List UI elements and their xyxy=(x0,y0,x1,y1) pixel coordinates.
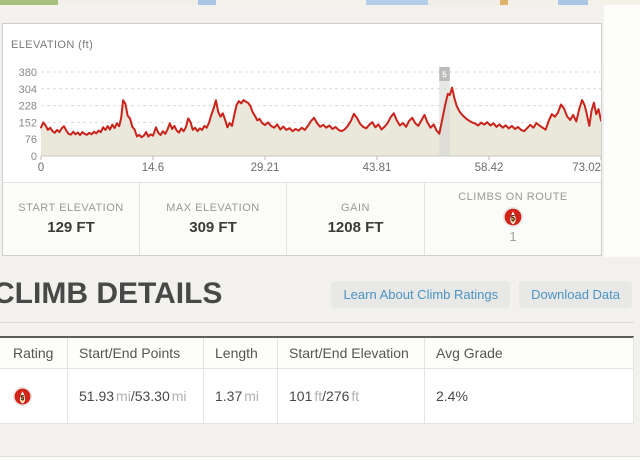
map-land-patch xyxy=(58,0,198,5)
table-header-row: Rating Start/End Points Length Start/End… xyxy=(0,338,633,369)
elev-end-unit: ft xyxy=(351,388,360,404)
col-header-avg-grade: Avg Grade xyxy=(424,338,633,368)
climb-category-badge-icon: 5 xyxy=(425,207,601,227)
map-water-patch xyxy=(366,0,428,5)
svg-text:0: 0 xyxy=(31,151,37,163)
map-edge-strip xyxy=(0,0,640,5)
avg-grade-value: 2.4% xyxy=(436,388,468,404)
length-unit: mi xyxy=(244,388,260,404)
stat-max-elevation: MAX ELEVATION 309 FT xyxy=(139,183,286,255)
map-land-patch xyxy=(216,0,366,5)
svg-text:152: 152 xyxy=(19,117,37,129)
stat-label: GAIN xyxy=(341,202,370,214)
right-gutter xyxy=(604,5,640,257)
stat-label: MAX ELEVATION xyxy=(166,202,260,214)
svg-text:380: 380 xyxy=(19,67,37,79)
stat-value: 309 FT xyxy=(189,219,237,236)
svg-text:5: 5 xyxy=(20,393,24,402)
climb-table-row[interactable]: 5 51.93 mi/53.30 mi 1.37 mi 101 ft/276 ft 2.4… xyxy=(0,369,633,424)
svg-text:0: 0 xyxy=(38,162,44,174)
svg-text:58.42: 58.42 xyxy=(475,162,504,174)
avg-grade-cell: 2.4% xyxy=(424,369,633,423)
svg-text:14.6: 14.6 xyxy=(142,162,164,174)
rating-cell: 5 xyxy=(0,369,67,423)
elev-start: 101 xyxy=(289,388,313,404)
svg-text:5: 5 xyxy=(442,71,447,80)
map-green-patch xyxy=(0,0,58,5)
route-stats-row: START ELEVATION 129 FT MAX ELEVATION 309… xyxy=(3,182,601,255)
elevation-panel: 380 304 228 152 76 0 5 0 14.6 29.21 43.81 58.42 73.0… xyxy=(2,23,602,256)
bottom-edge xyxy=(0,456,640,460)
download-data-button[interactable]: Download Data xyxy=(519,281,632,308)
elev-separator: / xyxy=(322,388,327,404)
stat-label: START ELEVATION xyxy=(18,202,124,214)
svg-text:43.81: 43.81 xyxy=(363,162,392,174)
length-cell: 1.37 mi xyxy=(203,369,277,423)
elevation-profile-chart[interactable]: 380 304 228 152 76 0 5 0 14.6 29.21 43.81 58.42 73.0… xyxy=(3,24,601,176)
elev-end: 276 xyxy=(326,388,350,404)
map-road-patch xyxy=(500,0,508,5)
learn-climb-ratings-button[interactable]: Learn About Climb Ratings xyxy=(331,281,511,308)
svg-text:5: 5 xyxy=(511,214,516,223)
start-end-elevation-cell: 101 ft/276 ft xyxy=(277,369,424,423)
col-header-start-end-points: Start/End Points xyxy=(67,338,203,368)
map-water-patch xyxy=(558,0,588,5)
map-land-patch xyxy=(588,0,640,5)
climb-category-badge-icon: 5 xyxy=(13,386,32,406)
points-start: 51.93 xyxy=(79,388,115,404)
climb-details-heading: CLIMB DETAILS xyxy=(0,277,223,310)
climb-count: 1 xyxy=(509,229,517,244)
svg-text:228: 228 xyxy=(19,101,37,113)
stat-climbs-on-route: CLIMBS ON ROUTE 5 1 xyxy=(424,183,601,255)
svg-text:29.21: 29.21 xyxy=(251,162,280,174)
points-end: 53.30 xyxy=(134,388,170,404)
stat-gain: GAIN 1208 FT xyxy=(286,183,424,255)
svg-text:73.02: 73.02 xyxy=(572,162,601,174)
col-header-length: Length xyxy=(203,338,277,368)
points-end-unit: mi xyxy=(171,388,187,404)
climb-actions: Learn About Climb Ratings Download Data xyxy=(331,281,632,308)
section-divider xyxy=(0,322,634,323)
climb-details-table: Rating Start/End Points Length Start/End… xyxy=(0,336,634,424)
elev-start-unit: ft xyxy=(314,388,323,404)
col-header-start-end-elevation: Start/End Elevation xyxy=(277,338,424,368)
col-header-rating: Rating xyxy=(13,345,54,361)
map-water-patch xyxy=(198,0,216,5)
stat-label: CLIMBS ON ROUTE xyxy=(458,191,568,203)
points-separator: / xyxy=(130,388,135,404)
stat-start-elevation: START ELEVATION 129 FT xyxy=(3,183,139,255)
stat-value: 129 FT xyxy=(47,219,95,236)
svg-text:304: 304 xyxy=(19,84,37,96)
length-value: 1.37 xyxy=(215,388,243,404)
start-end-points-cell: 51.93 mi/53.30 mi xyxy=(67,369,203,423)
stat-value: 1208 FT xyxy=(327,219,384,236)
points-start-unit: mi xyxy=(116,388,131,404)
chart-title: ELEVATION (ft) xyxy=(11,39,94,51)
map-land-patch xyxy=(428,0,500,5)
map-land-patch xyxy=(508,0,558,5)
svg-text:76: 76 xyxy=(25,134,37,146)
